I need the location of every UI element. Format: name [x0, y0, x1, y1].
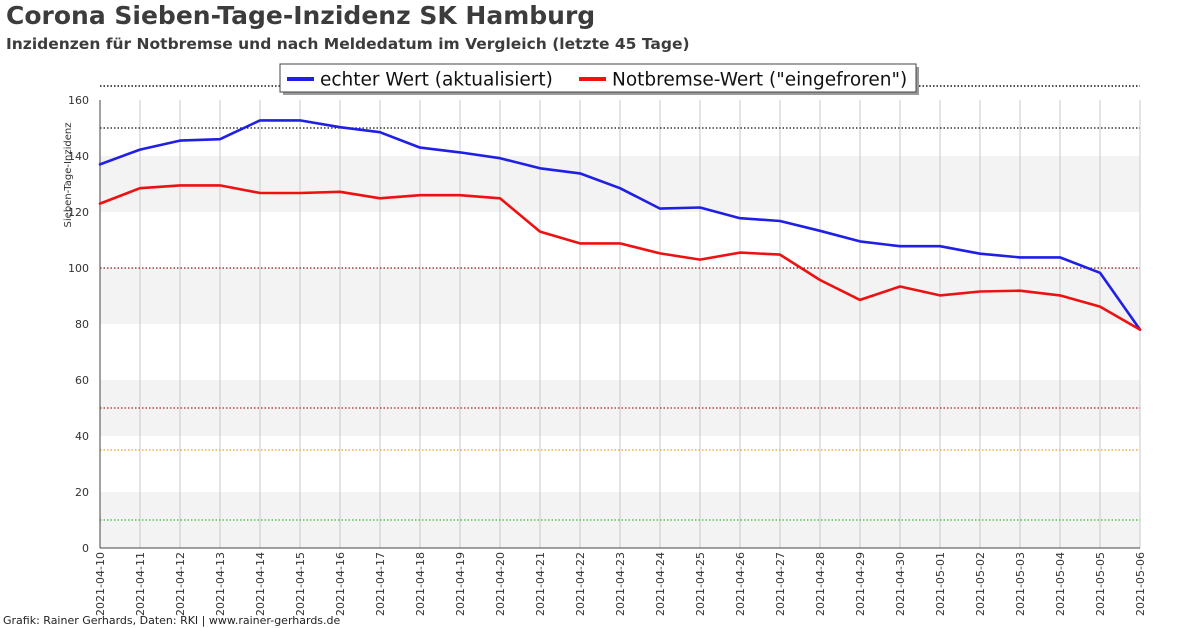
y-tick-label: 80 — [75, 318, 89, 331]
x-tick-label: 2021-05-01 — [934, 552, 947, 616]
series-line-2 — [98, 184, 1142, 331]
x-tick-label: 2021-04-16 — [334, 552, 347, 616]
x-tick-label: 2021-04-28 — [814, 552, 827, 616]
x-tick-label: 2021-05-06 — [1134, 552, 1147, 616]
x-tick-label: 2021-04-24 — [654, 552, 667, 616]
y-tick-label: 140 — [68, 150, 89, 163]
x-tick-label: 2021-04-22 — [574, 552, 587, 616]
legend: echter Wert (aktualisiert) Notbremse-Wert… — [279, 63, 919, 95]
x-tick-label: 2021-04-15 — [294, 552, 307, 616]
credit-text: Grafik: Rainer Gerhards, Daten: RKI | ww… — [3, 614, 341, 627]
series-line-1 — [98, 119, 1142, 331]
x-tick-label: 2021-04-13 — [214, 552, 227, 616]
y-tick-label: 120 — [68, 206, 89, 219]
legend-label-1: echter Wert (aktualisiert) — [320, 70, 553, 91]
legend-label-2: Notbremse-Wert ("eingefroren") — [612, 70, 907, 91]
x-tick-label: 2021-04-17 — [374, 552, 387, 616]
x-tick-label: 2021-04-10 — [94, 552, 107, 616]
chart-subtitle: Inzidenzen für Notbremse und nach Melded… — [6, 35, 690, 53]
x-tick-label: 2021-04-12 — [174, 552, 187, 616]
x-tick-label: 2021-05-03 — [1014, 552, 1027, 616]
axes — [99, 100, 1140, 549]
y-tick-label: 40 — [75, 430, 89, 443]
series-lines — [98, 119, 1142, 331]
y-tick-label: 160 — [68, 94, 89, 107]
y-tick-label: 20 — [75, 486, 89, 499]
x-tick-label: 2021-04-29 — [854, 552, 867, 616]
y-tick-label: 0 — [82, 542, 89, 555]
x-tick-label: 2021-05-02 — [974, 552, 987, 616]
x-tick-label: 2021-04-30 — [894, 552, 907, 616]
x-tick-label: 2021-04-19 — [454, 552, 467, 616]
y-tick-label: 60 — [75, 374, 89, 387]
x-tick-labels: 2021-04-10 2021-04-11 2021-04-12 2021-04-13… — [94, 552, 1147, 616]
chart-title: Corona Sieben-Tage-Inzidenz SK Hamburg — [6, 1, 596, 30]
x-tick-label: 2021-04-25 — [694, 552, 707, 616]
x-tick-label: 2021-04-11 — [134, 552, 147, 616]
y-axis-label: Sieben-Tage-Inzidenz — [63, 123, 74, 228]
x-tick-label: 2021-04-14 — [254, 552, 267, 616]
y-tick-label: 100 — [68, 262, 89, 275]
x-tick-label: 2021-05-04 — [1054, 552, 1067, 616]
x-tick-label: 2021-04-27 — [774, 552, 787, 616]
x-tick-label: 2021-05-05 — [1094, 552, 1107, 616]
x-tick-label: 2021-04-20 — [494, 552, 507, 616]
y-tick-labels: 0 20 40 60 80 100 120 140 160 — [68, 94, 89, 555]
x-tick-label: 2021-04-23 — [614, 552, 627, 616]
x-tick-label: 2021-04-21 — [534, 552, 547, 616]
x-tick-label: 2021-04-26 — [734, 552, 747, 616]
x-tick-label: 2021-04-18 — [414, 552, 427, 616]
